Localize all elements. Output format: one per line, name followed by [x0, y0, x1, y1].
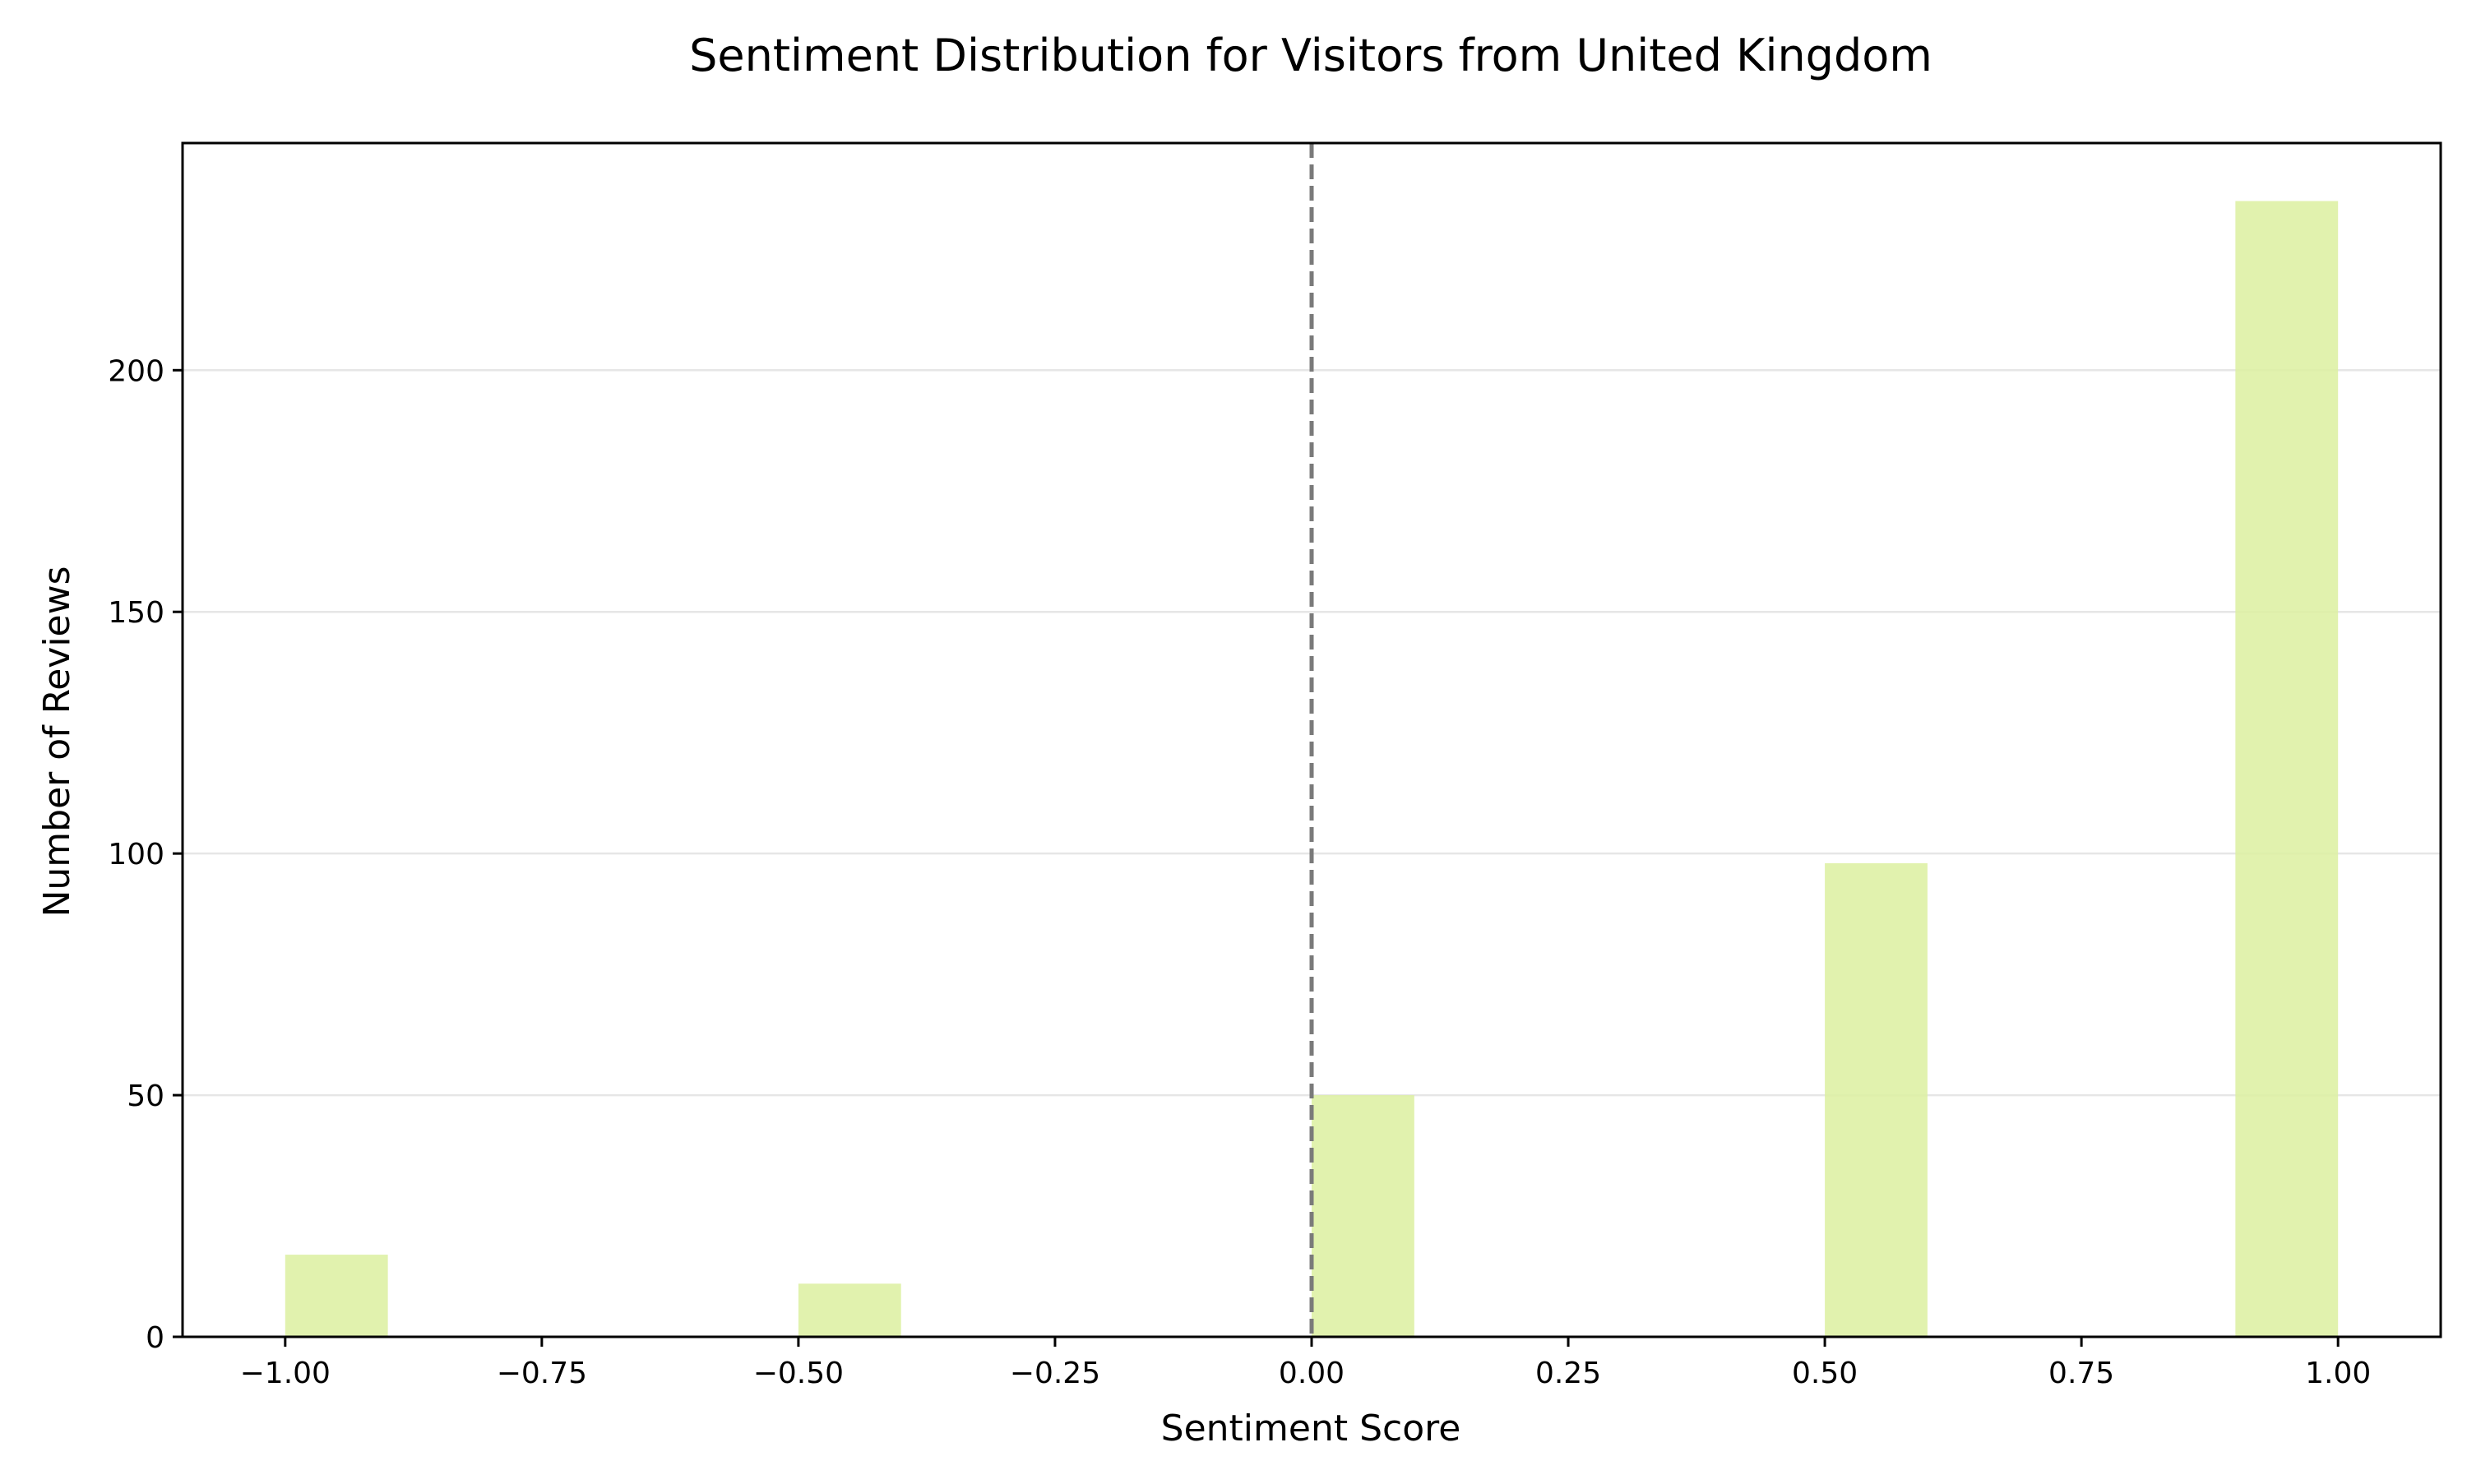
x-tick-label: −0.25	[1010, 1357, 1100, 1390]
y-tick-label: 50	[127, 1079, 164, 1113]
y-axis-ticks: 0 50 100 150 200	[108, 354, 183, 1355]
x-tick-label: 0.75	[2048, 1357, 2114, 1390]
x-tick-label: 1.00	[2305, 1357, 2371, 1390]
y-axis-label: Number of Reviews	[36, 566, 78, 917]
y-tick-label: 100	[108, 838, 164, 871]
histogram-bar	[1825, 862, 1928, 1337]
y-tick-label: 150	[108, 596, 164, 630]
x-tick-label: 0.50	[1792, 1357, 1858, 1390]
x-axis-ticks: −1.00 −0.75 −0.50 −0.25 0.00 0.25 0.50 0.75 1.00	[240, 1337, 2371, 1390]
x-axis-label: Sentiment Score	[1161, 1408, 1461, 1449]
histogram-bar	[798, 1283, 901, 1337]
y-tick-label: 0	[146, 1321, 164, 1355]
x-tick-label: −1.00	[240, 1357, 331, 1390]
histogram-bar	[1312, 1095, 1414, 1337]
chart-title: Sentiment Distribution for Visitors from…	[689, 30, 1932, 81]
histogram-bar	[285, 1255, 388, 1337]
bar-layer	[285, 201, 2339, 1338]
x-tick-label: −0.50	[753, 1357, 844, 1390]
histogram-bar	[2235, 201, 2339, 1338]
x-tick-label: −0.75	[497, 1357, 587, 1390]
x-tick-label: 0.25	[1535, 1357, 1601, 1390]
x-tick-label: 0.00	[1279, 1357, 1345, 1390]
y-tick-label: 200	[108, 354, 164, 388]
